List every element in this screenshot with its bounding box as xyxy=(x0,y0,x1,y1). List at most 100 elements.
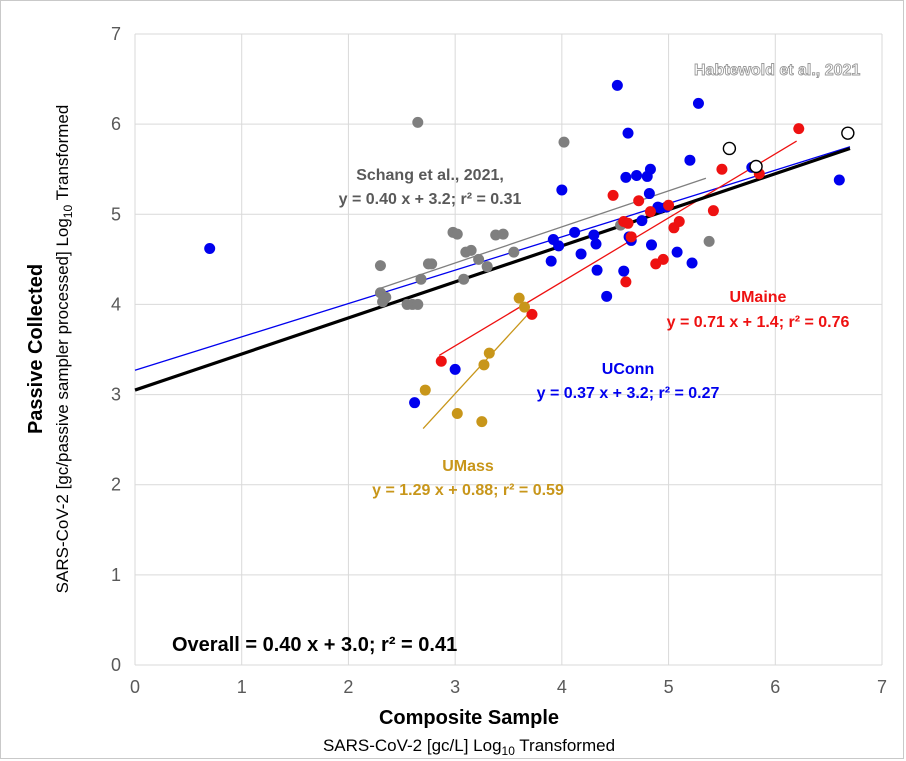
point-uconn xyxy=(591,264,603,276)
point-umaine xyxy=(716,163,728,175)
point-schang-et-al-2021 xyxy=(451,228,463,240)
x-tick-label: 4 xyxy=(557,677,567,697)
y-tick-label: 3 xyxy=(111,385,121,405)
point-umaine xyxy=(625,231,637,243)
point-uconn xyxy=(636,215,648,227)
x-axis-subtitle: SARS-CoV-2 [gc/L] Log10 Transformed xyxy=(323,736,615,758)
y-axis-subtitle: SARS-CoV-2 [gc/passive sampler processed… xyxy=(53,105,75,594)
point-uconn xyxy=(204,243,216,255)
point-habtewold-et-al-2021 xyxy=(722,141,737,156)
point-uconn xyxy=(601,290,613,302)
point-schang-et-al-2021 xyxy=(415,273,427,285)
point-uconn xyxy=(449,363,461,375)
point-umaine xyxy=(657,253,669,265)
point-uconn xyxy=(575,248,587,260)
point-uconn xyxy=(686,257,698,269)
y-tick-label: 1 xyxy=(111,565,121,585)
point-umass xyxy=(513,292,525,304)
umaine-label-equation: y = 0.71 x + 1.4; r² = 0.76 xyxy=(667,314,850,331)
point-uconn xyxy=(553,240,565,252)
y-tick-label: 5 xyxy=(111,204,121,224)
point-umass xyxy=(451,408,463,420)
umass-label-equation: y = 1.29 x + 0.88; r² = 0.59 xyxy=(372,482,564,499)
schang-label-equation: y = 0.40 x + 3.2; r² = 0.31 xyxy=(339,191,522,208)
point-schang-et-al-2021 xyxy=(412,298,424,310)
point-schang-et-al-2021 xyxy=(458,273,470,285)
point-uconn xyxy=(631,170,643,182)
x-tick-label: 3 xyxy=(450,677,460,697)
point-umaine xyxy=(644,206,656,218)
point-uconn xyxy=(545,255,557,267)
point-umaine xyxy=(622,217,634,229)
point-uconn xyxy=(622,127,634,139)
point-schang-et-al-2021 xyxy=(426,258,438,270)
trendline-umaine xyxy=(438,140,797,357)
point-uconn xyxy=(409,397,421,409)
point-habtewold-et-al-2021 xyxy=(749,159,763,174)
trend-lines xyxy=(134,140,851,429)
trendline-umass xyxy=(422,309,533,429)
point-uconn xyxy=(833,174,845,186)
point-umass xyxy=(478,359,490,371)
x-tick-label: 5 xyxy=(664,677,674,697)
grid-lines xyxy=(134,33,883,666)
overall-trendline xyxy=(134,146,851,392)
x-tick-label: 2 xyxy=(343,677,353,697)
point-umaine xyxy=(607,189,619,201)
umaine-label-title: UMaine xyxy=(730,289,787,306)
point-habtewold-et-al-2021 xyxy=(841,126,855,140)
point-uconn xyxy=(644,163,656,175)
point-schang-et-al-2021 xyxy=(412,116,424,128)
uconn-label-equation: y = 0.37 x + 3.2; r² = 0.27 xyxy=(537,385,720,402)
point-uconn xyxy=(588,229,600,241)
point-umass xyxy=(483,347,495,359)
tick-labels: 0 1 2 3 4 5 6 7 0 1 2 3 4 5 6 7 xyxy=(111,24,887,697)
x-tick-label: 0 xyxy=(130,677,140,697)
point-schang-et-al-2021 xyxy=(558,136,570,148)
point-umass xyxy=(419,384,431,396)
point-uconn xyxy=(684,154,696,166)
y-tick-label: 2 xyxy=(111,475,121,495)
uconn-label-title: UConn xyxy=(602,361,654,378)
point-schang-et-al-2021 xyxy=(380,291,392,303)
y-tick-label: 7 xyxy=(111,24,121,44)
y-tick-label: 0 xyxy=(111,655,121,675)
point-umaine xyxy=(526,308,538,320)
point-schang-et-al-2021 xyxy=(481,261,493,273)
point-schang-et-al-2021 xyxy=(508,246,520,258)
point-uconn xyxy=(590,238,602,250)
point-uconn xyxy=(620,171,632,183)
point-schang-et-al-2021 xyxy=(374,260,386,272)
x-tick-label: 6 xyxy=(770,677,780,697)
y-tick-label: 4 xyxy=(111,294,121,314)
point-uconn xyxy=(569,226,581,238)
umass-label-title: UMass xyxy=(442,458,494,475)
overall-fit-label: Overall = 0.40 x + 3.0; r² = 0.41 xyxy=(172,634,457,656)
point-umass xyxy=(476,416,488,428)
point-schang-et-al-2021 xyxy=(703,235,715,247)
x-axis-title: Composite Sample xyxy=(379,707,559,729)
point-schang-et-al-2021 xyxy=(465,244,477,256)
point-uconn xyxy=(671,246,683,258)
point-uconn xyxy=(645,239,657,251)
point-umaine xyxy=(673,215,685,227)
schang-label-title: Schang et al., 2021, xyxy=(356,167,504,184)
point-uconn xyxy=(692,97,704,109)
y-tick-label: 6 xyxy=(111,114,121,134)
y-axis-title: Passive Collected xyxy=(25,264,47,434)
point-umass xyxy=(519,301,531,313)
data-points xyxy=(204,79,855,428)
x-tick-label: 7 xyxy=(877,677,887,697)
point-umaine xyxy=(707,205,719,217)
habtewold-label: Habtewold et al., 2021 xyxy=(694,62,860,79)
point-umaine xyxy=(435,355,447,367)
point-umaine xyxy=(620,276,632,288)
trendline-uconn xyxy=(134,146,851,371)
point-uconn xyxy=(556,184,568,196)
point-umaine xyxy=(663,199,675,211)
point-umaine xyxy=(633,195,645,207)
point-uconn xyxy=(643,188,655,200)
x-tick-label: 1 xyxy=(237,677,247,697)
point-schang-et-al-2021 xyxy=(473,253,485,265)
